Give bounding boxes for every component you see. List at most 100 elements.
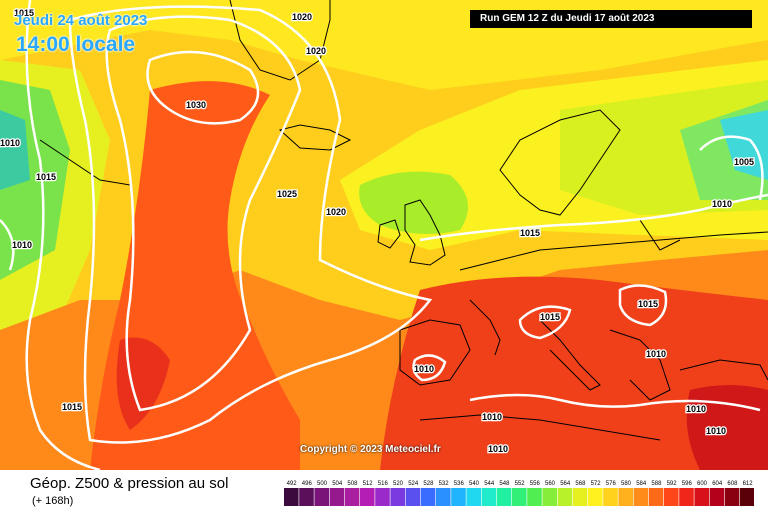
scale-color-cell bbox=[740, 488, 754, 506]
forecast-time: 14:00 locale bbox=[16, 33, 136, 56]
pressure-label: 1015 bbox=[36, 172, 56, 182]
pressure-label: 1010 bbox=[712, 199, 732, 209]
pressure-label: 1020 bbox=[292, 12, 312, 22]
isobar-1010-east bbox=[699, 135, 764, 201]
scale-color-cell bbox=[344, 488, 360, 506]
canada-coast bbox=[39, 139, 131, 186]
scale-color-cell bbox=[603, 488, 618, 506]
weather-map: 1015 1020 1020 1010 1015 1030 1025 1020 … bbox=[0, 0, 768, 470]
scale-tick-label: 552 bbox=[515, 481, 526, 487]
legend-footer: Géop. Z500 & pression au sol (+ 168h) 49… bbox=[0, 470, 768, 512]
scale-color-cell bbox=[466, 488, 481, 506]
pressure-label: 1015 bbox=[62, 402, 82, 412]
scale-tick-label: 600 bbox=[697, 481, 708, 487]
greenland-coast bbox=[229, 0, 331, 81]
scale-tick-label: 532 bbox=[439, 481, 450, 487]
scale-color-cell bbox=[360, 488, 375, 506]
pressure-label: 1020 bbox=[326, 207, 346, 217]
scale-tick-label: 592 bbox=[667, 481, 678, 487]
scale-tick-label: 576 bbox=[606, 481, 617, 487]
scale-color-cell bbox=[618, 488, 633, 506]
uk-coast bbox=[404, 199, 446, 266]
pressure-label: 1010 bbox=[12, 240, 32, 250]
scale-tick-label: 548 bbox=[499, 481, 510, 487]
field-darkred-east bbox=[686, 385, 768, 470]
pressure-label: 1015 bbox=[638, 299, 658, 309]
scale-color-cell bbox=[481, 488, 497, 506]
scale-tick-label: 608 bbox=[727, 481, 738, 487]
scale-tick-label: 564 bbox=[560, 481, 571, 487]
pressure-label: 1015 bbox=[520, 228, 540, 238]
pressure-label: 1010 bbox=[706, 426, 726, 436]
color-scale: 492 496 500 504 508 512 516 520 524 528 532 536 540 5… bbox=[284, 481, 754, 506]
iceland-coast bbox=[278, 124, 352, 151]
scale-color-cell bbox=[633, 488, 649, 506]
scale-color-cell bbox=[390, 488, 405, 506]
map-product-title: Géop. Z500 & pression au sol bbox=[30, 475, 229, 492]
scale-color-cell bbox=[542, 488, 557, 506]
scale-tick-label: 504 bbox=[332, 481, 343, 487]
isobar-1030 bbox=[146, 50, 260, 125]
scale-tick-label: 604 bbox=[712, 481, 723, 487]
balkans-coast bbox=[609, 329, 671, 401]
isobar-1025 bbox=[105, 15, 302, 412]
forecast-date: Jeudi 24 août 2023 bbox=[14, 12, 148, 29]
scale-color-cell bbox=[405, 488, 421, 506]
copyright-notice: Copyright © 2023 Meteociel.fr bbox=[300, 444, 441, 455]
north-africa-coast bbox=[419, 414, 661, 441]
isobar-1010-iberia bbox=[412, 354, 447, 382]
scale-tick-label: 596 bbox=[682, 481, 693, 487]
field-teal-west bbox=[0, 110, 30, 190]
scale-tick-label: 580 bbox=[621, 481, 632, 487]
forecast-lead-time: (+ 168h) bbox=[32, 495, 74, 507]
pressure-label: 1015 bbox=[540, 312, 560, 322]
scale-tick-label: 572 bbox=[591, 481, 602, 487]
scale-color-cell bbox=[572, 488, 588, 506]
turkey-coast bbox=[679, 359, 768, 381]
scale-tick-label: 612 bbox=[743, 481, 754, 487]
scandinavia-coast bbox=[499, 109, 621, 216]
pressure-label: 1010 bbox=[414, 364, 434, 374]
isobar-1015-low bbox=[618, 284, 668, 327]
scale-tick-label: 544 bbox=[484, 481, 495, 487]
scale-tick-label: 512 bbox=[363, 481, 374, 487]
pressure-label: 1015 bbox=[14, 8, 34, 18]
pressure-label: 1010 bbox=[686, 404, 706, 414]
iberia-coast bbox=[399, 319, 471, 386]
scale-tick-label: 568 bbox=[575, 481, 586, 487]
pressure-label: 1010 bbox=[646, 349, 666, 359]
scale-tick-label: 560 bbox=[545, 481, 556, 487]
scale-tick-label: 500 bbox=[317, 481, 328, 487]
scale-color-cell bbox=[709, 488, 725, 506]
scale-color-cell bbox=[557, 488, 573, 506]
scale-color-cell bbox=[512, 488, 527, 506]
scale-tick-label: 584 bbox=[636, 481, 647, 487]
field-green-uk bbox=[359, 171, 468, 234]
scale-color-cell bbox=[679, 488, 694, 506]
scale-color-cell bbox=[375, 488, 390, 506]
france-coast bbox=[469, 299, 501, 356]
north-europe-coast bbox=[459, 231, 768, 271]
field-darkred-atlantic bbox=[116, 337, 170, 430]
scale-tick-label: 508 bbox=[347, 481, 358, 487]
pressure-label: 1030 bbox=[186, 100, 206, 110]
scale-color-cell bbox=[420, 488, 436, 506]
scale-color-cell bbox=[664, 488, 679, 506]
scale-color-cell bbox=[451, 488, 466, 506]
italy-coast bbox=[539, 319, 601, 391]
isobar-1010-south bbox=[469, 393, 761, 412]
pressure-label: 1010 bbox=[0, 138, 20, 148]
scale-tick-label: 556 bbox=[530, 481, 541, 487]
scale-tick-label: 520 bbox=[393, 481, 404, 487]
scale-color-cell bbox=[648, 488, 664, 506]
scale-color-cell bbox=[314, 488, 329, 506]
scale-tick-label: 540 bbox=[469, 481, 480, 487]
ireland-coast bbox=[377, 219, 401, 249]
scale-color-cell bbox=[724, 488, 740, 506]
scale-tick-label: 536 bbox=[454, 481, 465, 487]
pressure-label: 1010 bbox=[482, 412, 502, 422]
field-cyan-east bbox=[720, 110, 768, 180]
scale-tick-label: 516 bbox=[378, 481, 389, 487]
scale-color-cell bbox=[436, 488, 451, 506]
run-info-banner: Run GEM 12 Z du Jeudi 17 août 2023 bbox=[470, 10, 752, 28]
